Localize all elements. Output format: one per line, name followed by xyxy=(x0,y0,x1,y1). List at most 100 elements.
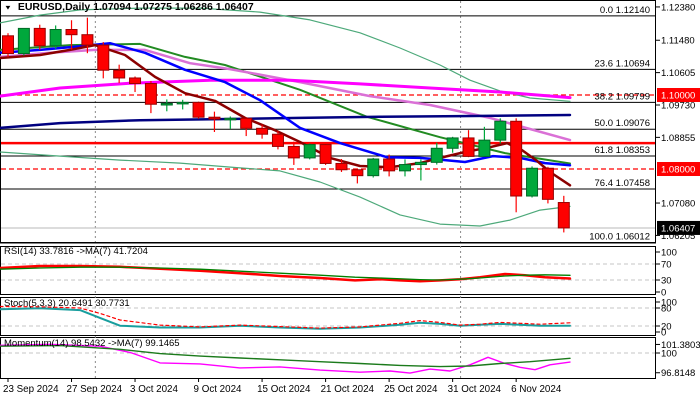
svg-text:1.11480: 1.11480 xyxy=(661,36,695,47)
time-axis[interactable]: 23 Sep 2024 27 Sep 2024 3 Oct 2024 9 Oct 20… xyxy=(3,378,562,396)
stoch-signal-line xyxy=(0,305,571,329)
svg-text:0: 0 xyxy=(661,328,666,339)
candle-body xyxy=(81,34,94,46)
svg-text:0.0 1.12140: 0.0 1.12140 xyxy=(600,5,650,16)
svg-text:100.0 1.06012: 100.0 1.06012 xyxy=(589,232,650,243)
svg-text:27 Sep 2024: 27 Sep 2024 xyxy=(67,384,123,395)
candle-body xyxy=(192,101,205,118)
svg-text:0: 0 xyxy=(661,288,666,299)
svg-text:1.08000: 1.08000 xyxy=(661,165,695,176)
candle-body xyxy=(510,120,523,197)
svg-text:1.10000: 1.10000 xyxy=(661,91,695,102)
stoch-indicator-label: Stoch(5,3,3) 20.6491 30.7731 xyxy=(4,298,130,309)
price-axis[interactable]: 1.12380 1.11480 1.10605 1.09730 1.08855 1.070… xyxy=(655,2,700,242)
chart-header: ▼ EURUSD,Daily 1.07094 1.07275 1.06286 1… xyxy=(4,1,254,13)
candle-body xyxy=(462,137,475,157)
candle-body xyxy=(160,103,173,106)
svg-text:30: 30 xyxy=(661,276,672,287)
candle-body xyxy=(224,117,237,121)
rsi-signal-line xyxy=(0,266,571,281)
svg-text:50.0 1.09076: 50.0 1.09076 xyxy=(595,118,650,129)
symbol-period-label: EURUSD,Daily xyxy=(17,1,91,13)
candles-layer xyxy=(2,17,570,233)
svg-text:101.3803: 101.3803 xyxy=(661,340,700,351)
price-highlight-box xyxy=(657,162,700,176)
ohlc-readout: 1.07094 1.07275 1.06286 1.06407 xyxy=(93,1,254,13)
candle-body xyxy=(383,158,396,172)
svg-text:61.8 1.08353: 61.8 1.08353 xyxy=(595,145,650,156)
svg-text:21 Oct 2024: 21 Oct 2024 xyxy=(321,384,375,395)
candle-body xyxy=(33,27,46,47)
svg-text:31 Oct 2024: 31 Oct 2024 xyxy=(448,384,502,395)
svg-text:1.06205: 1.06205 xyxy=(661,231,695,242)
ma-navy-line xyxy=(0,113,572,130)
svg-text:6 Nov 2024: 6 Nov 2024 xyxy=(511,384,562,395)
candle-body xyxy=(256,127,269,135)
candle-body xyxy=(446,137,459,149)
candle-body xyxy=(113,69,126,79)
candle-body xyxy=(208,116,221,120)
svg-text:25 Oct 2024: 25 Oct 2024 xyxy=(384,384,438,395)
ma-magenta-line xyxy=(0,78,572,100)
svg-text:1.12380: 1.12380 xyxy=(661,2,695,13)
svg-text:1.08855: 1.08855 xyxy=(661,133,695,144)
price-highlight-box xyxy=(657,88,700,102)
momentum-main-line xyxy=(0,343,571,374)
candle-body xyxy=(526,167,539,197)
svg-text:9 Oct 2024: 9 Oct 2024 xyxy=(194,384,242,395)
svg-text:100: 100 xyxy=(661,248,677,259)
ma-blue-line xyxy=(0,41,572,167)
candle-body xyxy=(240,117,253,129)
candle-body xyxy=(287,145,300,159)
svg-text:100: 100 xyxy=(661,298,677,309)
symbol-dropdown-icon[interactable]: ▼ xyxy=(4,3,12,12)
envelope-upper-line xyxy=(0,7,571,102)
svg-text:15 Oct 2024: 15 Oct 2024 xyxy=(257,384,311,395)
candle-body xyxy=(351,169,364,177)
candle-body xyxy=(17,27,30,55)
svg-text:76.4 1.07458: 76.4 1.07458 xyxy=(595,178,650,189)
fibonacci-labels: 0.0 1.12140 23.6 1.10694 38.2 1.09799 50.0 … xyxy=(589,5,650,243)
candle-body xyxy=(97,44,110,71)
svg-text:96.8148: 96.8148 xyxy=(661,368,695,379)
candle-body xyxy=(414,161,427,166)
svg-text:70: 70 xyxy=(661,260,672,271)
svg-text:1.06407: 1.06407 xyxy=(661,223,695,234)
candle-body xyxy=(2,35,14,55)
candle-body xyxy=(557,202,570,229)
candle-body xyxy=(271,133,284,147)
candle-body xyxy=(367,158,380,177)
svg-text:38.2 1.09799: 38.2 1.09799 xyxy=(595,91,650,102)
candle-body xyxy=(430,147,443,163)
envelope-lower-line xyxy=(0,151,571,227)
candle-body xyxy=(335,162,348,171)
svg-text:100: 100 xyxy=(661,349,677,360)
svg-text:1.09730: 1.09730 xyxy=(661,100,695,111)
candle-body xyxy=(494,120,507,141)
price-highlight-box xyxy=(657,220,700,235)
momentum-indicator-label: Momentum(14) 98.5432 ->MA(7) 99.1465 xyxy=(4,338,180,349)
candle-body xyxy=(399,164,411,172)
svg-text:1.07080: 1.07080 xyxy=(661,199,695,210)
candle-body xyxy=(49,29,62,47)
svg-text:23 Sep 2024: 23 Sep 2024 xyxy=(3,384,59,395)
candle-body xyxy=(144,83,157,105)
candle-body xyxy=(176,101,189,105)
svg-text:23.6 1.10694: 23.6 1.10694 xyxy=(595,58,650,69)
rsi-indicator-label: RSI(14) 33.7816 ->MA(7) 41.7204 xyxy=(4,246,148,257)
svg-text:20: 20 xyxy=(661,322,672,333)
candle-body xyxy=(478,139,491,157)
candle-body xyxy=(65,29,78,36)
svg-text:80: 80 xyxy=(661,304,672,315)
candle-body xyxy=(541,167,554,200)
svg-text:1.10605: 1.10605 xyxy=(661,68,695,79)
candle-body xyxy=(319,144,332,164)
momentum-signal-line xyxy=(0,344,571,368)
candle-body xyxy=(129,77,142,85)
